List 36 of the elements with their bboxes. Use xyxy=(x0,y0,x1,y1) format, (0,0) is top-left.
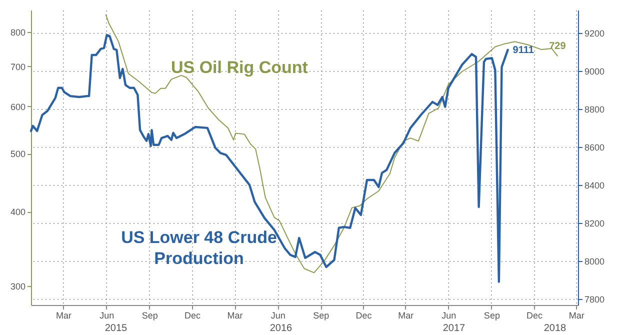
x-tick-label: Sep xyxy=(484,310,500,320)
line-series xyxy=(30,34,509,283)
y2-tick-label: 8600 xyxy=(584,142,605,152)
data-label: 729 xyxy=(549,40,566,52)
y-tick-label: 500 xyxy=(10,149,26,160)
y-tick-label: 400 xyxy=(10,207,26,218)
x-tick-label: Jun xyxy=(100,310,114,320)
x-tick-label: Mar xyxy=(398,310,414,320)
x-tick-label: Dec xyxy=(526,310,544,320)
y2-tick-label: 8800 xyxy=(584,104,605,114)
series-label: US Lower 48 Crude Production xyxy=(121,228,277,268)
y2-tick-label: 9000 xyxy=(584,66,605,76)
y2-tick-label: 8200 xyxy=(584,218,605,228)
y-tick-label: 700 xyxy=(10,62,26,72)
y2-tick-label: 7800 xyxy=(584,294,605,304)
x-tick-label: Mar xyxy=(568,310,584,320)
y2-tick-label: 8400 xyxy=(584,180,605,190)
text: 2016 xyxy=(270,323,293,334)
y2-tick-label: 9200 xyxy=(584,28,605,38)
x-tick-label: Dec xyxy=(184,310,201,320)
y2-tick-label: 8000 xyxy=(584,256,605,266)
x-tick-label: Sep xyxy=(313,310,330,320)
x-tick-label: Mar xyxy=(227,310,243,320)
x-tick-label: Mar xyxy=(56,310,72,320)
y-tick-label: 600 xyxy=(10,102,26,112)
x-tick-label: Sep xyxy=(142,310,158,320)
x-tick-label: Dec xyxy=(356,310,372,320)
data-label: 9111 xyxy=(512,44,534,56)
x-tick-label: Jun xyxy=(442,310,456,320)
text: 2018 xyxy=(544,323,567,334)
y-tick-label: 800 xyxy=(10,27,26,38)
text: 2017 xyxy=(442,323,466,334)
x-tick-label: Jun xyxy=(270,310,286,320)
y-tick-label: 300 xyxy=(10,282,26,292)
text: 2015 xyxy=(104,323,128,334)
series-label: US Oil Rig Count xyxy=(171,58,308,77)
